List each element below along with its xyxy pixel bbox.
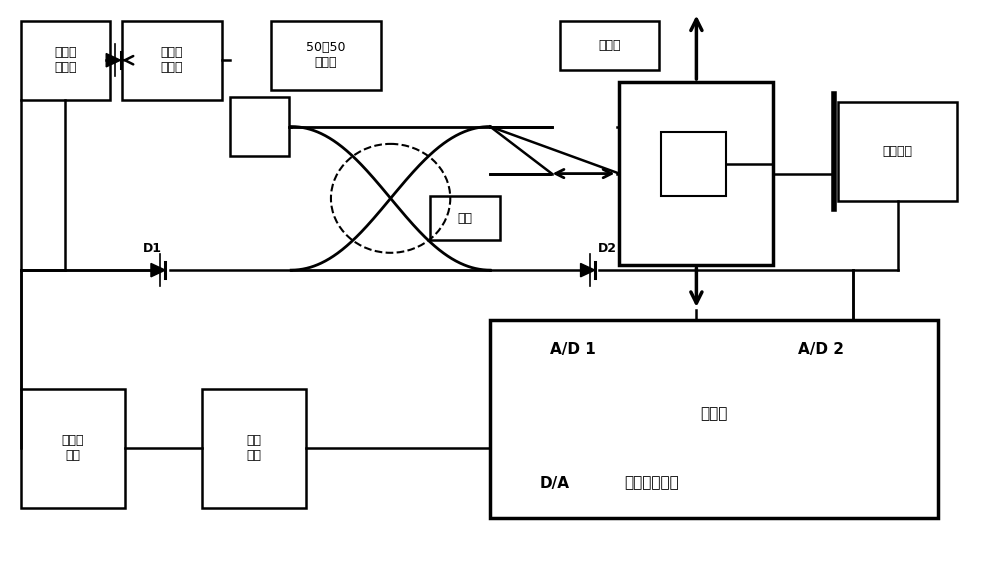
Polygon shape xyxy=(581,263,595,277)
Bar xyxy=(21,20,110,100)
Bar xyxy=(430,196,500,241)
Text: 半导体
激光器: 半导体 激光器 xyxy=(54,46,77,74)
Bar xyxy=(838,102,957,201)
Text: 直流电机驱动: 直流电机驱动 xyxy=(624,475,679,491)
Text: 计算机: 计算机 xyxy=(700,406,727,421)
Text: 激光器
电源: 激光器 电源 xyxy=(62,434,84,462)
Bar xyxy=(490,320,938,518)
Text: A/D 1: A/D 1 xyxy=(550,342,595,357)
Text: D2: D2 xyxy=(598,242,617,255)
Text: 光纤: 光纤 xyxy=(458,212,473,225)
Bar xyxy=(271,20,381,90)
Bar xyxy=(122,20,222,100)
Bar xyxy=(21,389,125,508)
Text: D/A: D/A xyxy=(540,475,570,491)
Polygon shape xyxy=(151,263,165,277)
Text: 脉冲
电路: 脉冲 电路 xyxy=(246,434,261,462)
Bar xyxy=(661,131,726,196)
Text: 测量头: 测量头 xyxy=(598,39,621,52)
Text: D1: D1 xyxy=(142,242,161,255)
Text: A/D 2: A/D 2 xyxy=(798,342,844,357)
Text: 法拉第
隔离器: 法拉第 隔离器 xyxy=(161,46,183,74)
Polygon shape xyxy=(106,54,121,67)
Bar xyxy=(230,97,289,156)
Text: 50：50
耦合器: 50：50 耦合器 xyxy=(306,41,346,69)
Bar xyxy=(202,389,306,508)
Bar xyxy=(560,20,659,70)
Text: 被测表面: 被测表面 xyxy=(883,145,913,158)
Bar xyxy=(619,82,773,265)
